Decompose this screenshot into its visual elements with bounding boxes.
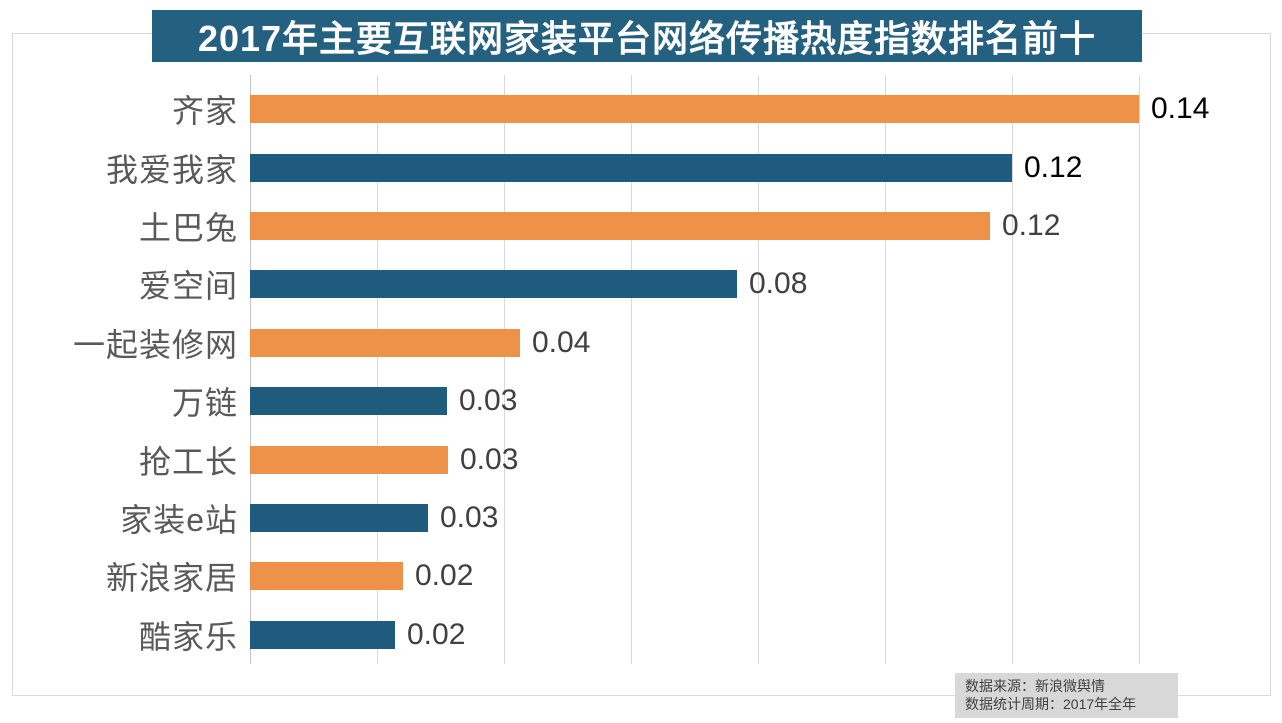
bar: [250, 95, 1139, 124]
bar-row: 抢工长 0.03: [0, 430, 1282, 488]
value-label: 0.03: [459, 384, 518, 418]
bar: [250, 504, 428, 533]
bar-row: 爱空间 0.08: [0, 255, 1282, 313]
source-note: 数据来源：新浪微舆情 数据统计周期：2017年全年: [955, 673, 1178, 718]
bar: [250, 270, 737, 299]
bar-row: 一起装修网 0.04: [0, 314, 1282, 372]
source-note-line1: 数据来源：新浪微舆情: [965, 678, 1105, 694]
value-label: 0.03: [460, 442, 519, 476]
bar-row: 酷家乐 0.02: [0, 606, 1282, 664]
value-label: 0.04: [532, 325, 591, 359]
bar-row: 齐家 0.14: [0, 80, 1282, 138]
chart-title-banner: 2017年主要互联网家装平台网络传播热度指数排名前十: [152, 10, 1142, 62]
value-label: 0.08: [749, 267, 808, 301]
gridline: [504, 75, 505, 664]
source-note-line2: 数据统计周期：2017年全年: [965, 696, 1137, 712]
category-label: 齐家: [171, 93, 238, 130]
category-label: 新浪家居: [105, 560, 238, 597]
gridline: [758, 75, 759, 664]
gridline: [885, 75, 886, 664]
bar: [250, 212, 990, 241]
bar-row: 土巴兔 0.12: [0, 197, 1282, 255]
category-label: 抢工长: [138, 443, 238, 480]
gridline: [631, 75, 632, 664]
bar: [250, 562, 403, 591]
category-label: 我爱我家: [105, 151, 238, 188]
gridline: [377, 75, 378, 664]
bar: [250, 153, 1012, 182]
chart-frame: [12, 33, 1271, 696]
category-label: 酷家乐: [138, 618, 238, 655]
value-label: 0.12: [1024, 150, 1083, 184]
category-label: 家装e站: [120, 502, 238, 539]
chart-title: 2017年主要互联网家装平台网络传播热度指数排名前十: [197, 18, 1097, 59]
bar-rows: 齐家 0.14 我爱我家 0.12 土巴兔 0.12 爱空间 0.08 一起装修网 0.04 万链 0…: [0, 80, 1282, 664]
category-label: 万链: [171, 385, 238, 422]
bar-row: 万链 0.03: [0, 372, 1282, 430]
category-label: 土巴兔: [138, 210, 238, 247]
value-label: 0.14: [1151, 92, 1210, 126]
axis-line: [250, 75, 251, 664]
value-label: 0.02: [415, 559, 474, 593]
gridline: [1012, 75, 1013, 664]
bar: [250, 445, 448, 474]
gridline: [1139, 75, 1140, 664]
category-label: 爱空间: [138, 268, 238, 305]
bar-row: 新浪家居 0.02: [0, 547, 1282, 605]
bar: [250, 620, 395, 649]
value-label: 0.03: [440, 501, 499, 535]
value-label: 0.02: [407, 617, 466, 651]
bar-row: 家装e站 0.03: [0, 489, 1282, 547]
bar: [250, 328, 520, 357]
value-label: 0.12: [1002, 209, 1061, 243]
category-label: 一起装修网: [72, 326, 238, 363]
bar-row: 我爱我家 0.12: [0, 138, 1282, 196]
bar: [250, 387, 447, 416]
